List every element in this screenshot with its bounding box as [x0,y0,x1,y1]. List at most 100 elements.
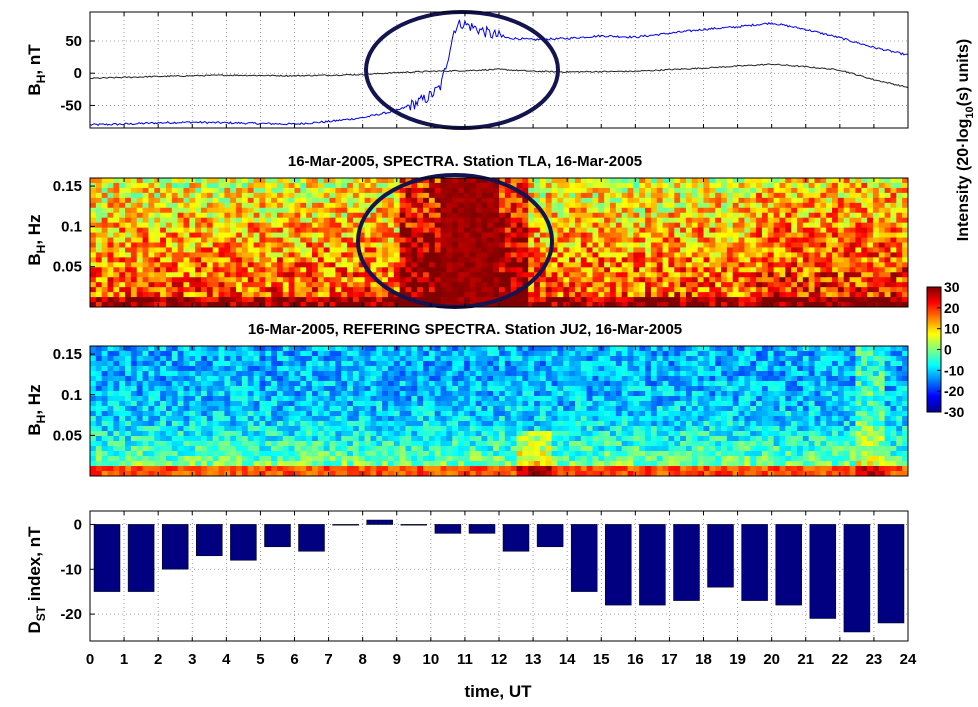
spectra-tla-cell [569,277,576,283]
spectra-tla-cell [160,277,167,283]
spectra-tla-cell [282,192,290,199]
spectra-tla-cell [639,237,646,244]
spectra-ju2-cell [206,376,214,382]
spectra-tla-cell [265,262,272,268]
spectra-tla-cell [317,277,325,283]
spectra-tla-cell [896,222,903,229]
spectra-ju2-cell [90,436,97,442]
spectra-tla-cell [580,292,588,298]
spectra-tla-cell [738,252,745,258]
spectra-tla-cell [201,247,208,254]
spectra-tla-cell [148,182,155,189]
spectra-tla-cell [113,282,120,288]
spectra-tla-cell [791,257,798,263]
spectra-tla-cell [650,257,658,263]
spectra-ju2-cell [312,446,319,452]
spectra-tla-cell [405,227,412,234]
spectra-tla-cell [294,222,301,229]
spectra-ju2-cell [288,361,296,367]
spectra-tla-cell [312,262,319,268]
spectra-tla-cell [563,262,570,268]
spectra-tla-cell [598,292,605,298]
spectra-tla-cell [183,182,190,189]
spectra-tla-cell [107,227,114,234]
spectra-ju2-cell [224,456,231,462]
spectra-tla-cell [458,287,465,293]
spectra-ju2-cell [90,381,97,387]
spectra-tla-cell [218,202,225,209]
spectra-tla-cell [364,222,372,229]
spectra-tla-cell [610,197,617,204]
spectra-tla-cell [90,207,97,214]
spectra-tla-cell [832,178,839,184]
spectra-tla-cell [119,207,126,214]
spectra-tla-cell [323,287,331,293]
spectra-tla-cell [107,257,114,263]
spectra-ju2-cell [189,426,196,432]
spectra-tla-cell [832,187,839,194]
spectra-ju2-cell [224,401,231,407]
spectra-tla-cell [142,192,150,199]
spectra-tla-cell [721,292,728,298]
spectra-tla-cell [849,232,857,239]
spectra-ju2-cell [177,406,185,412]
spectra-ju2-cell [282,376,290,382]
spectra-tla-cell [726,247,734,254]
spectra-tla-cell [265,212,272,219]
spectra-tla-cell [726,277,734,283]
spectra-tla-cell [504,178,512,184]
spectra-tla-cell [236,192,243,199]
spectra-ju2-cell [130,366,138,372]
spectra-tla-cell [685,297,693,303]
spectra-ju2-cell [148,381,155,387]
spectra-tla-cell [785,192,792,199]
spectra-tla-cell [452,212,459,219]
spectra-tla-cell [516,262,523,268]
spectra-ju2-cell [241,451,249,457]
spectra-tla-cell [703,287,710,293]
spectra-tla-cell [230,247,237,254]
spectra-ju2-cell [154,346,161,352]
spectra-tla-cell [487,222,494,229]
spectra-tla-cell [837,277,845,283]
spectra-tla-cell [534,257,541,263]
spectra-tla-cell [569,178,576,184]
spectra-tla-cell [668,297,675,303]
spectra-tla-cell [744,262,751,268]
spectra-tla-cell [896,292,903,298]
spectra-tla-cell [674,192,681,199]
spectra-tla-cell [160,232,167,239]
spectra-tla-cell [259,277,266,283]
spectra-ju2-cell [341,396,348,402]
spectra-ju2-cell [113,406,120,412]
spectra-tla-cell [645,178,652,184]
spectra-tla-cell [201,257,208,263]
spectra-tla-cell [709,292,716,298]
spectra-ju2-cell [259,351,266,357]
spectra-tla-cell [732,197,740,204]
spectra-tla-cell [563,192,570,199]
spectra-tla-cell [154,292,161,298]
spectra-tla-cell [837,192,845,199]
spectra-tla-cell [516,202,523,209]
spectra-tla-cell [387,222,395,229]
spectra-tla-cell [224,302,231,307]
spectra-tla-cell [791,287,798,293]
spectra-ju2-cell [294,456,301,462]
spectra-tla-cell [224,262,231,268]
spectra-tla-cell [721,252,728,258]
spectra-tla-cell [639,202,646,209]
spectra-ju2-cell [113,466,120,472]
spectra-ju2-cell [224,416,231,422]
spectra-tla-cell [434,242,442,249]
spectra-tla-cell [312,187,319,194]
spectra-ju2-cell [294,466,301,472]
spectra-ju2-cell [236,471,243,476]
spectra-tla-cell [171,182,179,189]
spectra-tla-cell [335,178,342,184]
spectra-tla-cell [615,227,623,234]
spectra-tla-cell [732,217,740,224]
spectra-tla-cell [382,207,389,214]
spectra-tla-cell [551,252,559,258]
spectra-tla-cell [189,282,196,288]
